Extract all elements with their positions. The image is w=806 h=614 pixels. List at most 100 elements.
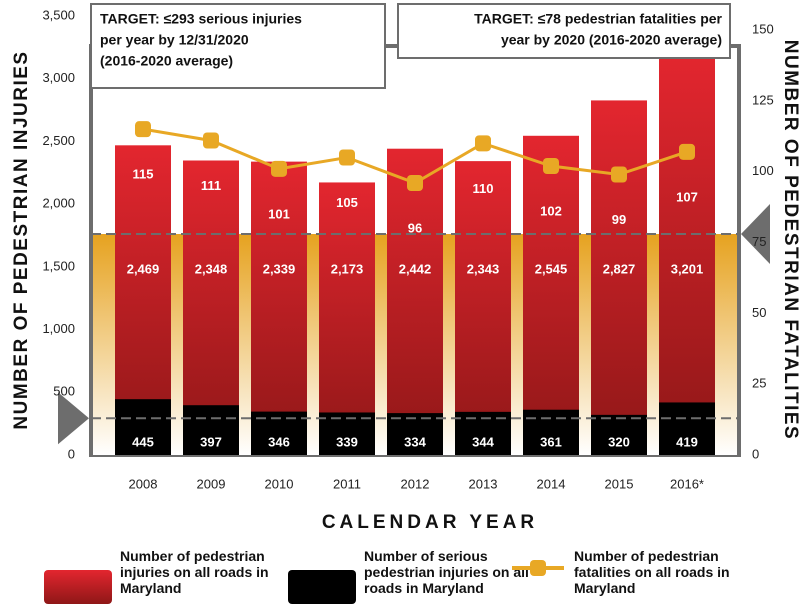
line-value-label: 107 — [676, 189, 698, 204]
line-value-label: 111 — [201, 178, 221, 193]
bar-value-label: 339 — [336, 434, 358, 449]
y-tick-label: 1,000 — [42, 321, 75, 336]
legend-item: Number of pedestrian injuries on all roa… — [44, 548, 292, 604]
y-axis-title: NUMBER OF PEDESTRIAN INJURIES — [11, 50, 32, 429]
line-marker — [271, 160, 287, 177]
bar — [659, 53, 715, 455]
bar-value-label: 2,173 — [331, 261, 364, 276]
bar-value-label: 320 — [608, 434, 630, 449]
bar-value-label: 419 — [676, 434, 698, 449]
line-marker — [407, 175, 423, 191]
y2-tick-label: 0 — [752, 446, 759, 461]
bar-value-label: 2,442 — [399, 261, 432, 276]
line-marker — [203, 132, 219, 149]
target-pointer — [741, 204, 770, 264]
line-value-label: 99 — [612, 212, 626, 227]
legend-label: Number of serious pedestrian injuries on… — [364, 548, 529, 596]
legend-swatch — [288, 570, 356, 604]
bar-value-label: 2,343 — [467, 261, 500, 276]
x-tick-label: 2014 — [537, 476, 566, 491]
chart: 0 500 1,000 1,500 2,000 2,500 3,000 3,500 0 25 50 7… — [11, 3, 801, 533]
bar-value-label: 445 — [132, 434, 154, 449]
bar-value-label: 344 — [472, 434, 494, 449]
y2-tick-label: 150 — [752, 21, 774, 36]
marks-layer — [115, 53, 715, 456]
y-tick-label: 0 — [68, 446, 75, 461]
bar — [591, 100, 647, 456]
annotation-text: TARGET: ≤78 pedestrian fatalities per — [474, 11, 722, 27]
bar-value-label: 361 — [540, 434, 562, 449]
bar — [319, 182, 375, 455]
y-tick-label: 500 — [53, 384, 75, 399]
line-marker — [339, 149, 355, 166]
x-tick-label: 2016* — [670, 476, 704, 491]
line-value-label: 102 — [540, 203, 562, 218]
y-tick-label: 2,000 — [42, 196, 75, 211]
y2-tick-label: 75 — [752, 234, 766, 249]
y-tick-label: 3,000 — [42, 70, 75, 85]
line-value-label: 110 — [473, 181, 494, 196]
bar — [115, 399, 171, 455]
bar — [455, 161, 511, 455]
legend-label: Number of pedestrian fatalities on all r… — [574, 548, 730, 596]
annotation-box — [90, 3, 386, 89]
line-marker — [611, 166, 627, 183]
bar-value-label: 397 — [200, 434, 222, 449]
annotation-text: year by 2020 (2016-2020 average) — [501, 32, 722, 48]
x-tick-label: 2008 — [129, 476, 158, 491]
bar — [523, 135, 579, 455]
legend-swatch — [512, 548, 564, 588]
x-tick-label: 2010 — [265, 476, 294, 491]
bar-value-label: 334 — [404, 434, 426, 449]
bar — [591, 414, 647, 455]
y-tick-label: 1,500 — [42, 258, 75, 273]
line-marker — [135, 121, 151, 138]
x-tick-label: 2012 — [401, 476, 430, 491]
legend-marker — [530, 560, 546, 576]
bar — [183, 405, 239, 455]
x-tick-label: 2011 — [333, 476, 361, 491]
bar-value-label: 2,827 — [603, 261, 636, 276]
line-value-label: 101 — [268, 206, 290, 221]
annotation-box — [397, 3, 731, 59]
bar-value-label: 346 — [268, 434, 290, 449]
y-tick-label: 3,500 — [42, 7, 75, 22]
y2-axis-title: NUMBER OF PEDESTRIAN FATALITIES — [780, 40, 801, 440]
line-marker — [679, 143, 695, 160]
bar — [387, 413, 443, 455]
legend: Number of pedestrian injuries on all roa… — [0, 540, 806, 614]
line-marker — [475, 135, 491, 152]
bar-value-label: 2,469 — [127, 261, 160, 276]
y2-tick-label: 125 — [752, 92, 774, 107]
y-tick-label: 2,500 — [42, 133, 75, 148]
annotation-text: (2016-2020 average) — [100, 53, 233, 69]
annotation-text: TARGET: ≤293 serious injuries — [100, 11, 302, 27]
annotation-text: per year by 12/31/2020 — [100, 32, 249, 48]
y2-tick-label: 100 — [752, 163, 774, 178]
y2-tick-label: 25 — [752, 376, 766, 391]
line-marker — [543, 158, 559, 174]
bar — [319, 412, 375, 455]
y2-tick-label: 50 — [752, 305, 766, 320]
legend-item: Number of pedestrian fatalities on all r… — [512, 548, 746, 596]
bar — [387, 148, 443, 455]
x-tick-label: 2009 — [197, 476, 226, 491]
target-pointer — [58, 392, 89, 445]
line-value-label: 115 — [133, 167, 154, 182]
legend-swatch — [44, 570, 112, 604]
legend-item: Number of serious pedestrian injuries on… — [288, 548, 536, 604]
bar-value-label: 2,348 — [195, 261, 228, 276]
bar-value-label: 3,201 — [671, 261, 704, 276]
line-value-label: 105 — [336, 195, 358, 210]
x-tick-label: 2013 — [469, 476, 498, 491]
x-tick-label: 2015 — [605, 476, 634, 491]
legend-label: Number of pedestrian injuries on all roa… — [120, 548, 269, 596]
bar-value-label: 2,545 — [535, 261, 568, 276]
bar — [659, 402, 715, 455]
bar — [251, 161, 307, 456]
x-axis-title: CALENDAR YEAR — [322, 512, 538, 533]
foreground-layer: 0 500 1,000 1,500 2,000 2,500 3,000 3,500 0 25 50 7… — [42, 3, 774, 491]
bar-value-label: 2,339 — [263, 261, 296, 276]
line-value-label: 96 — [408, 220, 422, 235]
